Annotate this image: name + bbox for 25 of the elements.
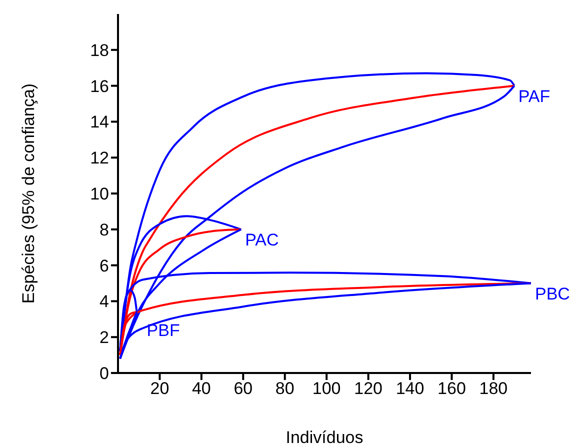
annotation: PBF bbox=[146, 321, 180, 340]
y-tick-label: 4 bbox=[100, 292, 109, 312]
y-tick-label: 14 bbox=[90, 112, 109, 132]
x-tick-label: 120 bbox=[354, 379, 382, 398]
annotation: PBC bbox=[535, 284, 570, 304]
x-tick-label: 100 bbox=[312, 379, 341, 398]
y-tick-label: 8 bbox=[100, 220, 109, 240]
x-tick-label: 180 bbox=[479, 379, 508, 398]
x-axis-title: Indivíduos bbox=[286, 428, 364, 445]
y-tick-label: 16 bbox=[90, 76, 109, 96]
y-tick-label: 10 bbox=[90, 184, 109, 204]
annotation: PAF bbox=[518, 86, 550, 106]
x-tick-label: 40 bbox=[192, 379, 211, 398]
y-axis-title: Espécies (95% de confiança) bbox=[19, 83, 38, 304]
x-tick-label: 80 bbox=[275, 379, 294, 398]
x-tick-label: 60 bbox=[234, 379, 253, 398]
x-tick-label: 140 bbox=[396, 379, 424, 398]
annotation: PAC bbox=[245, 230, 279, 250]
y-tick-label: 18 bbox=[90, 40, 109, 60]
x-tick-label: 20 bbox=[150, 379, 170, 398]
y-tick-label: 0 bbox=[100, 364, 109, 384]
y-tick-label: 12 bbox=[90, 148, 109, 168]
y-tick-label: 6 bbox=[100, 256, 109, 276]
x-tick-label: 160 bbox=[438, 379, 466, 398]
y-tick-label: 2 bbox=[100, 328, 109, 348]
